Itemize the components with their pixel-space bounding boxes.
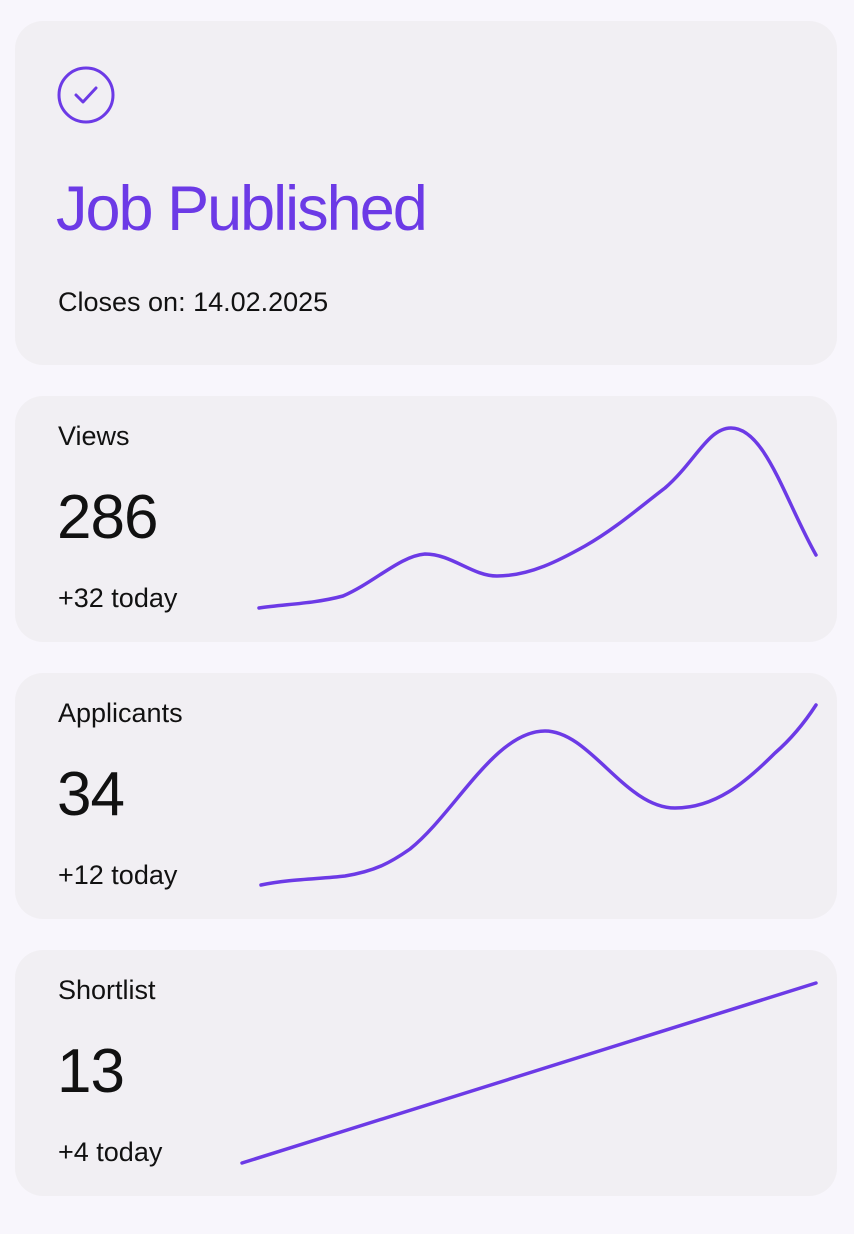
check-circle-icon [57, 66, 115, 124]
views-trend-line [257, 426, 818, 610]
page-title: Job Published [56, 174, 428, 244]
views-count: 286 [57, 483, 158, 552]
applicants-stat-card: Applicants 34 +12 today [15, 673, 837, 919]
job-published-card: Job Published Closes on: 14.02.2025 [15, 21, 837, 365]
views-stat-card: Views 286 +32 today [15, 396, 837, 642]
shortlist-sparkline [240, 981, 818, 1165]
applicants-label: Applicants [58, 698, 183, 728]
applicants-trend-line [259, 703, 818, 887]
shortlist-delta: +4 today [58, 1137, 163, 1167]
shortlist-stat-card: Shortlist 13 +4 today [15, 950, 837, 1196]
closing-date: Closes on: 14.02.2025 [58, 287, 329, 317]
applicants-count: 34 [57, 760, 125, 829]
shortlist-count: 13 [57, 1037, 125, 1106]
views-label: Views [58, 421, 130, 451]
views-delta: +32 today [58, 583, 178, 613]
shortlist-trend-line [240, 981, 818, 1165]
shortlist-label: Shortlist [58, 975, 156, 1005]
applicants-sparkline [259, 703, 818, 887]
views-sparkline [257, 426, 818, 610]
applicants-delta: +12 today [58, 860, 178, 890]
